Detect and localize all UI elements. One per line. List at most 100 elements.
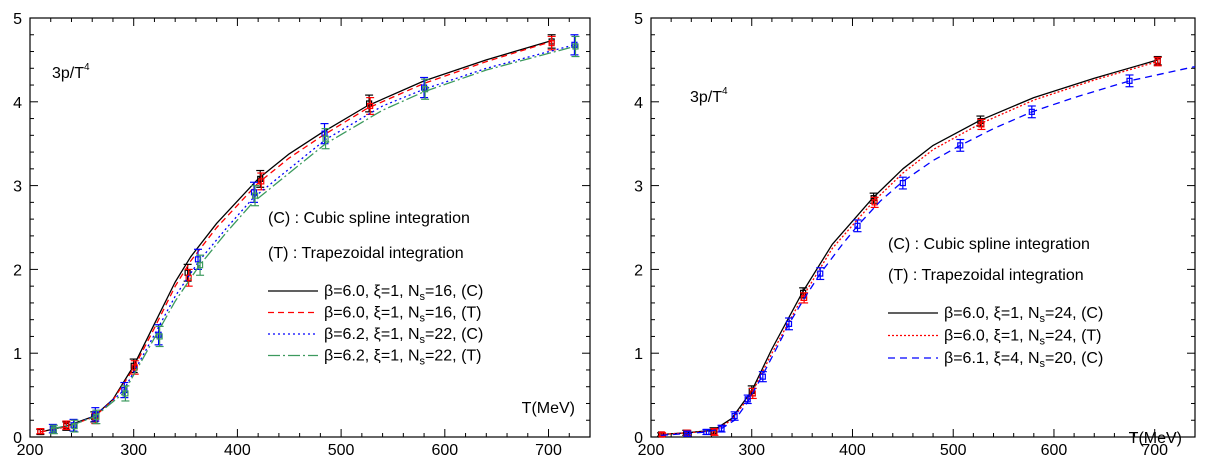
data-point-errorbar xyxy=(320,122,329,145)
series-curve xyxy=(50,45,575,430)
legend-entry: β=6.2, ξ=1, Ns=22, (C) xyxy=(268,326,483,346)
data-point xyxy=(785,320,793,327)
data-point xyxy=(131,364,138,371)
y-tick-label: 0 xyxy=(13,430,22,447)
x-tick-label: 600 xyxy=(1041,442,1068,459)
data-point xyxy=(1126,77,1133,84)
data-point-errorbar xyxy=(321,128,330,150)
data-point xyxy=(744,396,751,403)
legend-entry: β=6.0, ξ=1, Ns=24, (C) xyxy=(888,305,1103,325)
data-point xyxy=(718,425,725,432)
series-3 xyxy=(49,35,580,435)
data-point xyxy=(548,40,555,47)
legend-entry: β=6.0, ξ=1, Ns=16, (T) xyxy=(268,305,482,325)
data-point xyxy=(749,390,756,397)
data-point xyxy=(420,84,428,91)
y-tick-label: 4 xyxy=(634,95,643,112)
quantity-label: 3p/T4 xyxy=(52,62,90,82)
data-point xyxy=(130,362,137,369)
y-tick-label: 4 xyxy=(13,95,22,112)
series-curve xyxy=(661,65,1196,436)
data-point-errorbar xyxy=(869,192,878,204)
y-tick-label: 1 xyxy=(13,346,22,363)
data-point xyxy=(37,428,44,435)
legend-label: β=6.0, ξ=1, Ns=24, (T) xyxy=(944,328,1102,348)
data-point-errorbar xyxy=(1125,74,1134,88)
data-point-errorbar xyxy=(421,78,430,100)
data-point xyxy=(196,262,204,269)
data-point xyxy=(817,270,824,277)
data-point-errorbar xyxy=(420,76,429,99)
series-curve xyxy=(50,44,575,430)
data-point xyxy=(367,102,374,110)
x-tick-label: 700 xyxy=(1141,442,1168,459)
data-point-errorbar xyxy=(121,385,130,402)
data-point xyxy=(251,192,259,199)
series-0 xyxy=(36,34,556,436)
y-tick-label: 0 xyxy=(634,430,643,447)
legend-entry: β=6.2, ξ=1, Ns=22, (T) xyxy=(268,348,482,368)
x-tick-label: 300 xyxy=(738,442,765,459)
data-point-errorbar xyxy=(155,325,164,348)
data-point xyxy=(93,413,100,420)
data-point xyxy=(871,199,878,206)
x-tick-label: 300 xyxy=(120,442,147,459)
y-tick-label: 5 xyxy=(634,11,643,28)
y-tick-label: 1 xyxy=(634,346,643,363)
data-point-errorbar xyxy=(196,254,205,276)
legend-entry: β=6.1, ξ=4, Ns=20, (C) xyxy=(888,350,1103,370)
data-point xyxy=(899,179,906,187)
data-point xyxy=(50,426,57,433)
x-tick-label: 400 xyxy=(839,442,866,459)
data-point xyxy=(854,222,861,229)
quantity-label: 3p/T4 xyxy=(690,86,728,106)
data-point-errorbar xyxy=(758,371,767,383)
x-tick-label: 200 xyxy=(17,442,44,459)
data-point xyxy=(1154,58,1161,65)
data-point xyxy=(711,428,718,436)
legend-entry: β=6.0, ξ=1, Ns=16, (C) xyxy=(268,283,483,303)
legend-label: β=6.0, ξ=1, Ns=16, (C) xyxy=(324,283,483,303)
integration-note: (C) : Cubic spline integration xyxy=(888,236,1090,253)
data-point-errorbar xyxy=(366,97,375,115)
x-axis-label: T(MeV) xyxy=(1129,430,1182,447)
data-point xyxy=(422,86,429,93)
data-point-errorbar xyxy=(92,409,101,425)
series-curve xyxy=(40,39,552,433)
data-point xyxy=(122,390,129,397)
x-tick-label: 500 xyxy=(328,442,355,459)
integration-note: (T) : Trapezoidal integration xyxy=(268,245,464,262)
data-point xyxy=(156,333,163,340)
x-tick-label: 500 xyxy=(940,442,967,459)
data-point-errorbar xyxy=(70,419,79,433)
data-point xyxy=(322,135,329,142)
legend-label: β=6.1, ξ=4, Ns=20, (C) xyxy=(944,350,1103,370)
data-point xyxy=(684,430,691,437)
data-point xyxy=(71,423,78,430)
data-point-errorbar xyxy=(956,138,965,152)
legend-label: β=6.2, ξ=1, Ns=22, (C) xyxy=(324,326,483,346)
data-point-errorbar xyxy=(816,267,825,281)
data-point xyxy=(1028,108,1035,115)
series-1 xyxy=(36,35,556,435)
data-point-errorbar xyxy=(853,219,862,233)
data-point-errorbar xyxy=(898,176,907,190)
series-2 xyxy=(661,65,1196,437)
data-point xyxy=(703,428,710,436)
x-tick-label: 200 xyxy=(638,442,665,459)
legend-entry: β=6.0, ξ=1, Ns=24, (T) xyxy=(888,328,1102,348)
data-point-errorbar xyxy=(870,196,879,208)
data-point-errorbar xyxy=(571,35,580,58)
data-point-errorbar xyxy=(785,317,794,331)
data-point xyxy=(49,425,56,432)
data-point-errorbar xyxy=(120,381,129,399)
data-point xyxy=(250,189,258,196)
series-2 xyxy=(48,34,579,434)
legend-label: β=6.2, ξ=1, Ns=22, (T) xyxy=(324,348,482,368)
data-point-errorbar xyxy=(976,115,985,127)
y-tick-label: 3 xyxy=(634,179,643,196)
legend-label: β=6.0, ξ=1, Ns=16, (T) xyxy=(324,305,482,325)
plot-frame xyxy=(650,17,1196,438)
series-curve xyxy=(40,40,552,433)
